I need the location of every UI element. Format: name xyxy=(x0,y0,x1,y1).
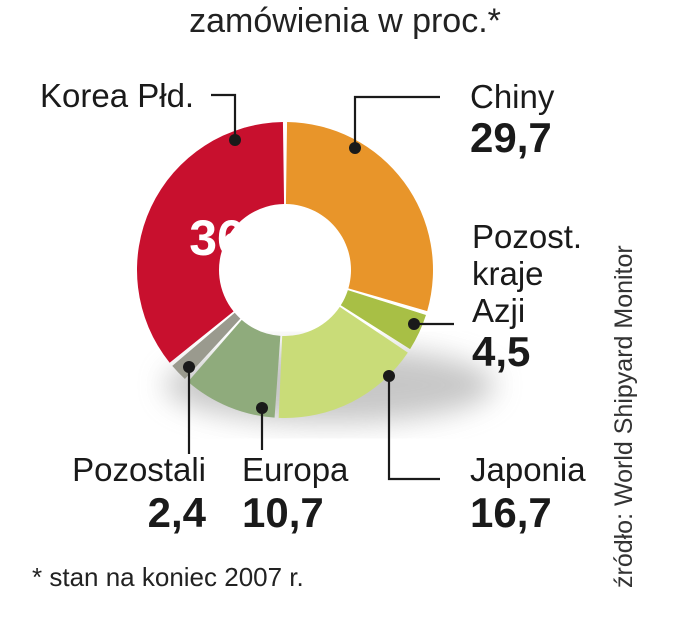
slice-chiny xyxy=(285,122,433,312)
value-label-chiny: 29,7 xyxy=(470,114,552,161)
category-label-azja-line3: Azji xyxy=(472,292,525,329)
category-label-azja-line2: kraje xyxy=(472,255,544,292)
leader-line-korea xyxy=(211,93,237,140)
leader-line-japonia xyxy=(387,376,440,481)
value-label-europa: 10,7 xyxy=(242,489,324,536)
slice-europa xyxy=(187,319,281,418)
footnote: * stan na koniec 2007 r. xyxy=(32,562,304,592)
value-label-pozostali: 2,4 xyxy=(148,489,207,536)
category-label-korea: Korea Płd. xyxy=(40,77,194,114)
chart-title: zamówienia w proc.* xyxy=(189,2,501,40)
category-label-europa: Europa xyxy=(242,451,349,488)
slice-korea xyxy=(136,122,285,363)
source-note: źródło: World Shipyard Monitor xyxy=(610,245,638,588)
leader-dot-azja xyxy=(408,318,420,330)
category-label-azja-line1: Pozost. xyxy=(472,218,582,255)
category-label-pozostali: Pozostali xyxy=(72,451,206,488)
leader-dot-korea xyxy=(229,134,241,146)
category-label-chiny: Chiny xyxy=(470,78,555,115)
leader-dot-pozostali xyxy=(183,361,195,373)
leader-dot-chiny xyxy=(349,142,361,154)
category-label-japonia: Japonia xyxy=(470,451,586,488)
value-label-korea: 36 xyxy=(189,210,245,266)
leader-dot-europa xyxy=(256,402,268,414)
leader-dots xyxy=(183,134,420,414)
leader-line-chiny xyxy=(353,95,440,148)
leader-lines xyxy=(187,93,454,481)
leader-dot-japonia xyxy=(383,370,395,382)
value-label-azja: 4,5 xyxy=(472,328,530,375)
slice-japonia xyxy=(278,306,408,418)
value-label-japonia: 16,7 xyxy=(470,489,552,536)
slice-azja xyxy=(340,290,426,350)
